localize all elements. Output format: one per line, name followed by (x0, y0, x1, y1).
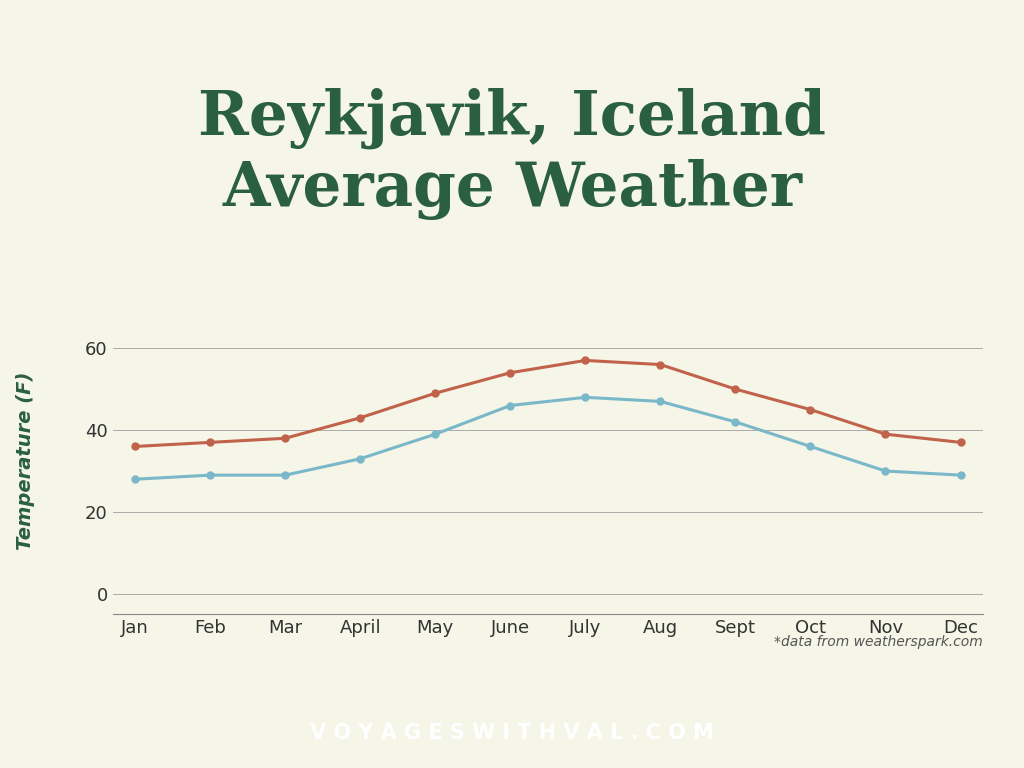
Text: *data from weatherspark.com: *data from weatherspark.com (774, 635, 983, 649)
Text: V O Y A G E S W I T H V A L . C O M: V O Y A G E S W I T H V A L . C O M (310, 723, 714, 743)
Text: Reykjavik, Iceland
Average Weather: Reykjavik, Iceland Average Weather (198, 88, 826, 220)
Text: Temperature (F): Temperature (F) (16, 372, 35, 550)
